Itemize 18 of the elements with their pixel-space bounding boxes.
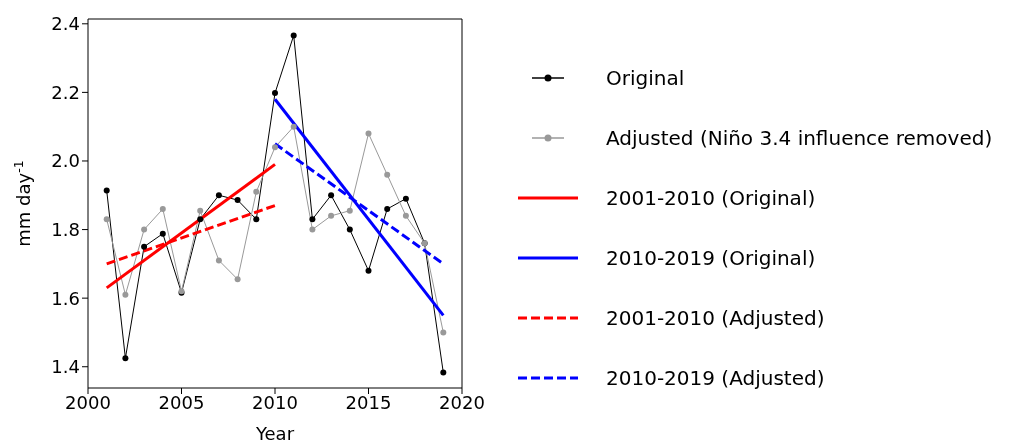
y-tick-label: 2.2 — [51, 81, 80, 103]
x-tick-label: 2000 — [65, 391, 111, 413]
legend-label: 2010-2019 (Original) — [606, 246, 816, 270]
legend-label: 2010-2019 (Adjusted) — [606, 366, 825, 390]
x-tick-label: 2015 — [345, 391, 392, 413]
x-tick-label: 2020 — [439, 391, 485, 413]
legend-label: 2001-2010 (Adjusted) — [606, 306, 825, 330]
y-tick-label: 1.6 — [51, 287, 80, 309]
legend-label: Adjusted (Niño 3.4 influence removed) — [606, 126, 993, 150]
x-tick-label: 2005 — [158, 391, 205, 413]
x-axis-title: Year — [254, 423, 295, 444]
y-tick-label: 2.4 — [51, 13, 80, 35]
legend-label: 2001-2010 (Original) — [606, 186, 816, 210]
y-tick-label: 2.0 — [51, 150, 80, 172]
y-tick-label: 1.4 — [51, 356, 80, 378]
legend-label: Original — [606, 66, 685, 90]
y-tick-label: 1.8 — [51, 218, 80, 240]
x-tick-label: 2010 — [252, 391, 298, 413]
